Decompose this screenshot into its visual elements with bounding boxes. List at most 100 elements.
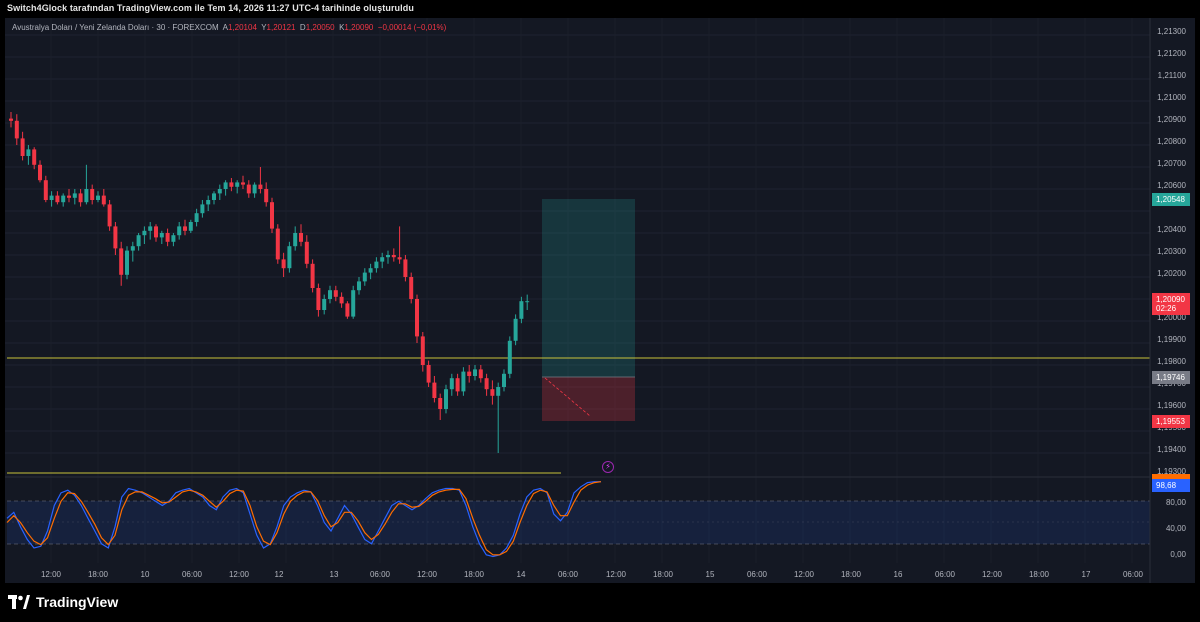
time-tick: 12:00 — [793, 570, 815, 579]
time-tick: 17 — [1081, 570, 1091, 579]
time-tick: 18:00 — [652, 570, 674, 579]
candle-body — [107, 204, 112, 227]
stop-zone — [542, 377, 635, 421]
stoch-tick: 40,00 — [1165, 524, 1186, 533]
candle-body — [235, 182, 240, 187]
candle-body — [229, 182, 234, 187]
candle-body — [380, 257, 385, 262]
symbol-legend[interactable]: Avustralya Doları / Yeni Zelanda Doları … — [12, 23, 446, 32]
close-value: 1,20090 — [344, 23, 374, 32]
time-tick: 18:00 — [463, 570, 485, 579]
stoch-d-marker — [1152, 474, 1190, 479]
candle-body — [432, 382, 437, 398]
candle-body — [455, 378, 460, 392]
candle-body — [444, 389, 448, 409]
candle-body — [374, 261, 379, 269]
price-tick: 1,21100 — [1157, 71, 1186, 80]
time-tick: 14 — [516, 570, 526, 579]
candle-body — [90, 189, 95, 200]
chart-canvas[interactable] — [5, 18, 1195, 583]
candle-body — [299, 233, 303, 242]
candle-body — [194, 213, 199, 222]
candle-body — [148, 226, 153, 231]
symbol-name[interactable]: Avustralya Doları / Yeni Zelanda Doları … — [12, 23, 219, 32]
high-value: 1,20121 — [266, 23, 296, 32]
time-tick: 06:00 — [181, 570, 203, 579]
price-tick: 1,20800 — [1157, 137, 1186, 146]
time-tick: 15 — [705, 570, 715, 579]
time-tick: 13 — [329, 570, 339, 579]
price-tick: 1,20900 — [1157, 115, 1186, 124]
candle-body — [154, 226, 158, 238]
candle-body — [252, 184, 257, 194]
close-key: K — [339, 23, 345, 32]
candle-body — [345, 303, 350, 317]
candle-body — [177, 226, 182, 236]
candle-body — [61, 195, 66, 203]
candle-body — [67, 195, 71, 198]
candle-body — [386, 255, 390, 258]
grid-lines — [5, 18, 1150, 563]
change-value: −0,00014 (−0,01%) — [377, 23, 447, 32]
price-tick: 1,20200 — [1157, 269, 1186, 278]
candle-body — [246, 184, 251, 194]
candle-body — [420, 336, 425, 365]
price-tick: 1,20600 — [1157, 181, 1186, 190]
stoch-tick: 0,00 — [1170, 550, 1186, 559]
bar-countdown: 02:26 — [1156, 304, 1177, 313]
candle-body — [43, 180, 48, 200]
candle-body — [304, 241, 309, 264]
tradingview-logo-icon — [8, 595, 30, 609]
candle-body — [212, 193, 216, 200]
footer-bar — [0, 583, 1200, 622]
candle-body — [461, 371, 466, 392]
candle-body — [32, 149, 37, 165]
candle-body — [484, 378, 489, 390]
lightning-icon[interactable]: ⚡ — [602, 461, 614, 473]
price-tick: 1,19900 — [1157, 335, 1186, 344]
candle-body — [316, 288, 321, 310]
snapshot-title: Switch4Glock tarafından TradingView.com … — [7, 3, 414, 13]
candle-body — [281, 259, 286, 269]
tradingview-logo[interactable]: TradingView — [8, 594, 118, 610]
candle-body — [310, 263, 315, 288]
time-tick: 06:00 — [557, 570, 579, 579]
candle-body — [415, 299, 419, 337]
candle-body — [96, 195, 100, 200]
candle-body — [9, 118, 13, 121]
candle-body — [490, 389, 495, 396]
time-tick: 12 — [274, 570, 284, 579]
open-value: 1,20104 — [227, 23, 257, 32]
price-tick: 1,19400 — [1157, 445, 1186, 454]
candlestick-series — [9, 112, 530, 453]
candle-body — [14, 120, 19, 139]
time-tick: 10 — [140, 570, 150, 579]
candle-body — [72, 193, 77, 198]
candle-body — [478, 369, 483, 379]
price-tick: 1,19800 — [1157, 357, 1186, 366]
time-tick: 18:00 — [840, 570, 862, 579]
candle-body — [339, 296, 344, 304]
chart-pane[interactable] — [5, 18, 1195, 583]
candle-body — [397, 257, 402, 260]
target-zone — [542, 199, 635, 377]
candle-body — [159, 233, 164, 238]
stop-price-tag: 1,19553 — [1152, 415, 1190, 428]
price-tick: 1,19300 — [1157, 467, 1186, 476]
time-tick: 12:00 — [40, 570, 62, 579]
time-tick: 12:00 — [416, 570, 438, 579]
candle-body — [171, 235, 176, 242]
candle-body — [55, 195, 60, 203]
entry-price-tag: 1,19746 — [1152, 371, 1190, 384]
candle-body — [188, 222, 193, 231]
candle-body — [142, 230, 147, 236]
candle-body — [206, 200, 211, 205]
candle-body — [449, 378, 454, 390]
current-price: 1,20090 — [1156, 295, 1185, 304]
snapshot-header: Switch4Glock tarafından TradingView.com … — [0, 0, 1200, 18]
time-tick: 06:00 — [746, 570, 768, 579]
time-tick: 12:00 — [981, 570, 1003, 579]
candle-body — [496, 387, 501, 396]
candle-body — [438, 398, 443, 409]
candle-body — [241, 182, 245, 185]
